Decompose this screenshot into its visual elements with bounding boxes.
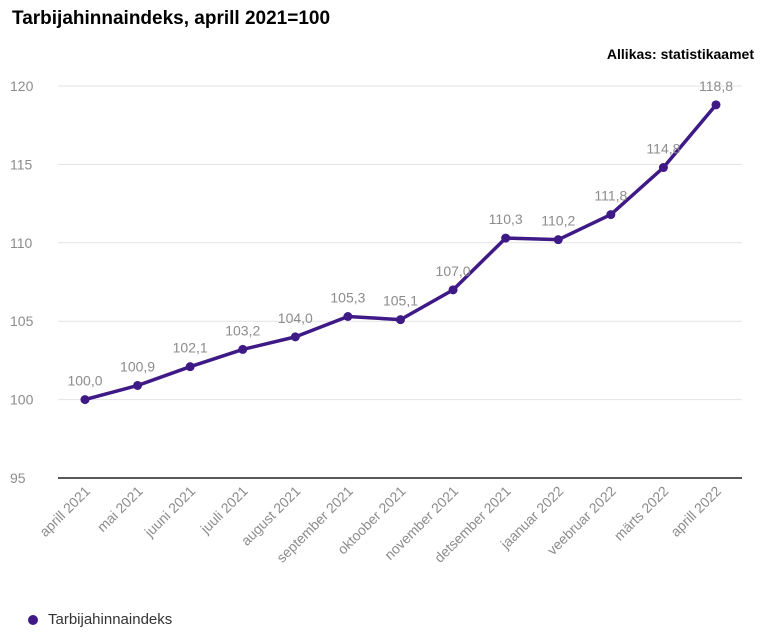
grid-lines <box>58 85 742 479</box>
x-tick-label: juuni 2021 <box>141 483 199 541</box>
data-label: 107,0 <box>436 263 471 279</box>
chart-title: Tarbijahinnaindeks, aprill 2021=100 <box>12 8 331 29</box>
x-tick-label: juuli 2021 <box>196 483 251 538</box>
data-point <box>290 332 300 342</box>
y-tick-label: 95 <box>10 470 26 486</box>
data-point <box>133 380 143 390</box>
data-point <box>553 235 563 245</box>
y-tick-label: 105 <box>10 313 34 329</box>
data-label: 118,8 <box>699 78 733 94</box>
x-tick-label: märts 2022 <box>611 483 672 544</box>
legend-label: Tarbijahinnaindeks <box>48 611 173 628</box>
x-tick-label: aprill 2022 <box>667 483 724 540</box>
data-label: 110,2 <box>541 213 575 229</box>
legend: Tarbijahinnaindeks <box>28 611 172 628</box>
data-point <box>80 395 90 405</box>
data-point <box>711 100 721 110</box>
y-tick-label: 120 <box>10 78 34 94</box>
series-layer: 100,0 100,9 102,1 103,2 104,0 105,3 105,1 107,0… <box>67 78 733 405</box>
y-axis-ticks: 95 100 105 110 115 120 <box>10 78 34 486</box>
y-tick-label: 100 <box>10 392 34 408</box>
data-point <box>238 344 248 354</box>
x-tick-label: mai 2021 <box>94 483 146 535</box>
legend-marker <box>28 614 38 625</box>
data-label: 100,0 <box>67 373 102 389</box>
data-label: 103,2 <box>225 322 260 338</box>
data-point <box>658 163 668 173</box>
data-point <box>606 210 616 220</box>
data-point <box>448 285 458 295</box>
data-label: 105,1 <box>383 293 418 309</box>
data-point <box>343 311 353 321</box>
data-point <box>185 362 195 372</box>
source-note: Allikas: statistikaamet <box>606 46 754 62</box>
data-label: 105,3 <box>330 289 365 305</box>
data-label: 100,9 <box>120 358 155 374</box>
data-label: 111,8 <box>594 188 627 204</box>
data-label: 102,1 <box>173 340 208 356</box>
data-label: 110,3 <box>489 211 523 227</box>
y-tick-label: 110 <box>10 235 33 251</box>
data-point <box>396 315 405 325</box>
x-tick-label: aprill 2021 <box>36 483 93 540</box>
data-label: 114,8 <box>646 141 680 157</box>
data-label: 104,0 <box>278 310 313 326</box>
y-tick-label: 115 <box>10 156 33 172</box>
data-point <box>501 233 511 243</box>
